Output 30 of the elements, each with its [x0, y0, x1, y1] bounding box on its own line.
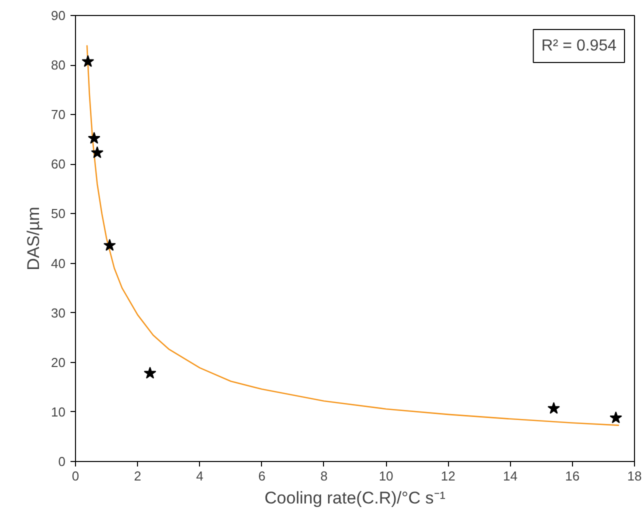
y-tick-label: 50 — [51, 206, 66, 222]
y-tick-label: 40 — [51, 256, 66, 271]
point — [144, 366, 156, 379]
y-tick-label: 60 — [51, 156, 66, 172]
point — [103, 238, 116, 251]
x-tick-label: 14 — [503, 468, 518, 484]
y-tick-label: 70 — [51, 107, 66, 122]
x-tick-label: 4 — [196, 468, 204, 484]
point — [91, 146, 104, 158]
x-tick-label: 0 — [72, 468, 80, 484]
y-tick-label: 80 — [51, 58, 66, 73]
y-tick-label: 30 — [51, 305, 66, 320]
point — [88, 132, 100, 144]
x-tick-label: 8 — [320, 468, 328, 484]
point — [82, 55, 94, 67]
y-tick-label: 10 — [51, 404, 66, 420]
y-tick-label: 90 — [51, 8, 66, 23]
point — [548, 402, 560, 414]
point — [610, 411, 622, 424]
x-tick-label: 6 — [258, 468, 266, 484]
x-tick-label: 12 — [440, 468, 456, 484]
x-tick-label: 2 — [134, 468, 142, 484]
x-axis-title: Cooling rate(C.R)/°C s⁻¹ — [264, 488, 446, 508]
y-axis-title: DAS/µm — [24, 206, 44, 270]
x-tick-label: 16 — [565, 468, 580, 484]
y-tick-label: 0 — [58, 454, 66, 469]
x-tick-label: 18 — [627, 468, 642, 484]
annotation: R² = 0.954 — [541, 38, 617, 54]
y-tick-label: 20 — [51, 354, 66, 370]
x-tick-label: 10 — [378, 468, 394, 484]
